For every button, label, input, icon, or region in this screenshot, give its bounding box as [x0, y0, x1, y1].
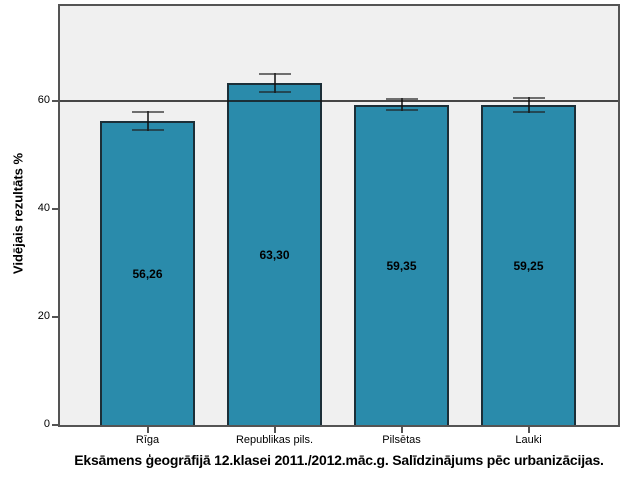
error-bar-cap-bottom — [512, 111, 545, 114]
error-bar-stem — [146, 111, 149, 132]
x-tick-mark-2 — [400, 427, 403, 433]
y-tick-label-60: 60 — [37, 94, 50, 106]
bar-value-label-2: 59,35 — [386, 258, 417, 273]
bar-value-label-3: 59,25 — [513, 259, 544, 274]
y-tick-label-20: 20 — [37, 310, 50, 322]
bar-value-label-1: 63,30 — [259, 248, 290, 263]
x-tick-label-3: Lauki — [515, 434, 542, 446]
error-bar-cap-top — [512, 96, 545, 99]
error-bar-3 — [512, 96, 545, 114]
bar-1: 63,30 — [227, 83, 322, 425]
error-bar-cap-top — [385, 98, 418, 101]
y-tick-mark-60 — [52, 100, 58, 102]
y-tick-label-40: 40 — [37, 202, 50, 214]
x-tick-label-1: Republikas pils. — [235, 434, 314, 446]
bar-2: 59,35 — [354, 104, 449, 425]
error-bar-stem — [273, 72, 276, 94]
reference-line-60 — [60, 100, 618, 102]
x-tick-label-0: Rīga — [135, 434, 160, 446]
y-tick-mark-0 — [52, 424, 58, 426]
error-bar-2 — [385, 98, 418, 111]
plot-area: 56,26 63,30 59,35 59,25 — [58, 4, 620, 427]
x-tick-mark-0 — [146, 427, 149, 433]
error-bar-cap-top — [131, 111, 164, 114]
error-bar-1 — [258, 72, 291, 94]
error-bar-stem — [400, 98, 403, 111]
error-bar-cap-bottom — [131, 129, 164, 132]
error-bar-cap-bottom — [385, 108, 418, 111]
error-bar-stem — [527, 96, 530, 114]
plot-inner: 56,26 63,30 59,35 59,25 — [60, 6, 618, 425]
bar-value-label-0: 56,26 — [132, 267, 163, 282]
bar-0: 56,26 — [100, 121, 195, 425]
error-bar-cap-bottom — [258, 91, 291, 94]
x-tick-mark-3 — [527, 427, 530, 433]
error-bar-cap-top — [258, 72, 291, 75]
error-bar-0 — [131, 111, 164, 132]
x-tick-label-2: Pilsētas — [382, 434, 421, 446]
chart-title: Eksāmens ģeogrāfijā 12.klasei 2011./2012… — [74, 452, 604, 468]
y-tick-mark-40 — [52, 208, 58, 210]
bar-3: 59,25 — [481, 105, 576, 425]
x-tick-mark-1 — [273, 427, 276, 433]
y-tick-label-0: 0 — [43, 418, 50, 430]
y-tick-mark-20 — [52, 316, 58, 318]
